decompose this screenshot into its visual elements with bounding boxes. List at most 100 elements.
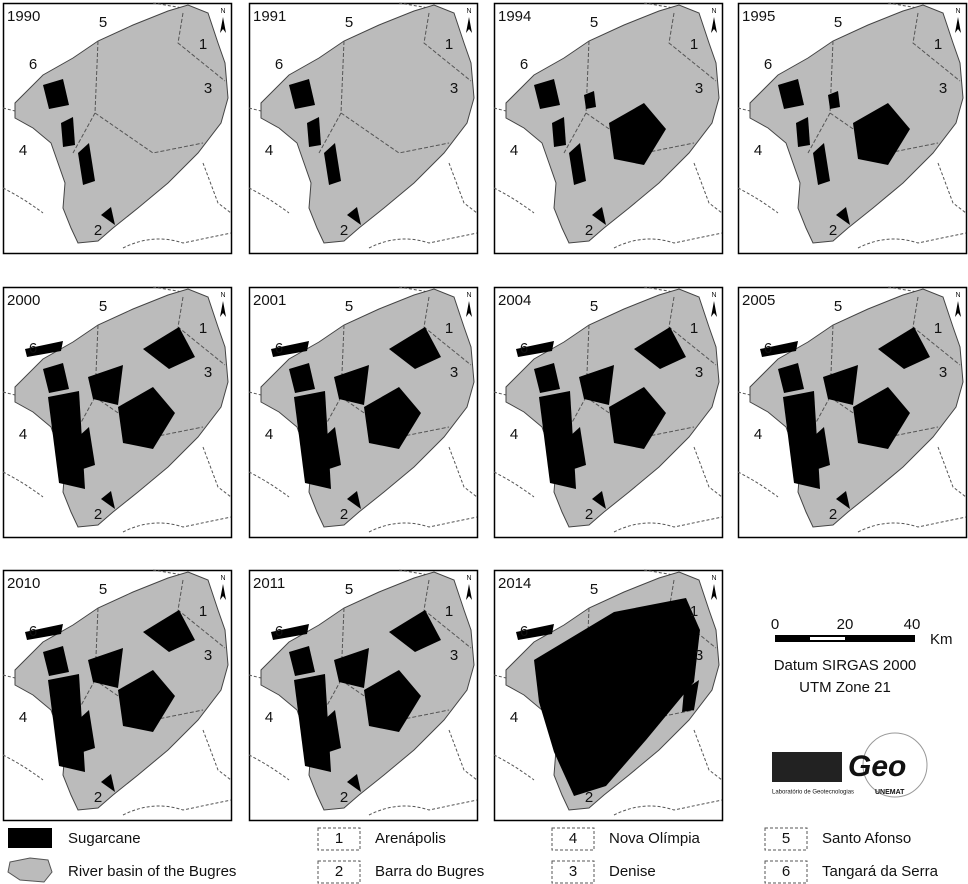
north-label: N xyxy=(711,292,716,299)
panel-year: 2005 xyxy=(742,292,775,309)
sugarcane-area xyxy=(294,391,331,489)
region-number: 5 xyxy=(345,581,353,598)
sugarcane-area xyxy=(592,491,606,509)
sugarcane-area xyxy=(516,341,554,357)
sugarcane-area xyxy=(828,91,840,109)
region-number: 2 xyxy=(585,222,593,239)
municipal-boundary xyxy=(807,12,961,154)
north-arrow xyxy=(711,17,717,33)
map-panel: 1994 N 1 2 3 4 5 6 xyxy=(493,2,724,255)
sugarcane-area xyxy=(609,387,666,449)
sugarcane-area xyxy=(823,365,858,405)
municipal-boundary xyxy=(318,12,472,154)
region-number: 4 xyxy=(510,142,518,159)
north-label: N xyxy=(711,8,716,15)
datum-text: Datum SIRGAS 2000 xyxy=(774,657,917,674)
sugarcane-area xyxy=(783,391,820,489)
region-number: 2 xyxy=(94,506,102,523)
sugarcane-area xyxy=(836,207,850,225)
map-panel: 1991 N 1 2 3 4 5 6 xyxy=(248,2,479,255)
legend-swatch xyxy=(8,828,52,848)
legend-number: 3 xyxy=(569,863,577,880)
sugarcane-area xyxy=(101,207,115,225)
north-label: N xyxy=(466,8,471,15)
region-number: 5 xyxy=(99,298,107,315)
north-arrow xyxy=(711,584,717,600)
region-number: 2 xyxy=(340,222,348,239)
sugarcane-area xyxy=(43,646,69,676)
logo-mark xyxy=(772,752,842,782)
sugarcane-area xyxy=(78,143,95,185)
municipal-boundary xyxy=(72,12,226,154)
legend-label: Tangará da Serra xyxy=(822,863,939,880)
region-number: 2 xyxy=(829,222,837,239)
sugarcane-area xyxy=(389,610,441,652)
sugarcane-area xyxy=(584,91,596,109)
north-arrow xyxy=(955,17,961,33)
logo: Geo Laboratório de Geotecnologias UNEMAT xyxy=(772,732,928,798)
sugarcane-area xyxy=(552,117,566,147)
region-number: 3 xyxy=(204,80,212,97)
sugarcane-area xyxy=(334,648,369,688)
sugarcane-area xyxy=(143,610,195,652)
sugarcane-area xyxy=(778,363,804,393)
panel-year: 2010 xyxy=(7,575,40,592)
legend-box xyxy=(317,827,361,851)
panel-year: 1995 xyxy=(742,8,775,25)
sugarcane-area xyxy=(347,774,361,792)
region-number: 1 xyxy=(445,36,453,53)
sugarcane-area xyxy=(682,680,699,712)
legend-box xyxy=(317,860,361,884)
sugarcane-area xyxy=(43,363,69,393)
legend-box xyxy=(551,860,595,884)
north-label: N xyxy=(711,575,716,582)
legend-label: Nova Olímpia xyxy=(609,830,701,847)
region-number: 4 xyxy=(510,709,518,726)
municipal-boundary xyxy=(563,12,717,154)
sugarcane-area xyxy=(294,674,331,772)
region-number: 2 xyxy=(585,506,593,523)
sugarcane-area xyxy=(534,598,700,796)
sugarcane-area xyxy=(48,674,85,772)
region-number: 5 xyxy=(99,581,107,598)
north-label: N xyxy=(220,8,225,15)
region-number: 1 xyxy=(199,36,207,53)
region-number: 5 xyxy=(590,298,598,315)
sugarcane-area xyxy=(609,103,666,165)
map-panel: 2001 N 1 2 3 4 5 6 xyxy=(248,286,479,539)
sugarcane-area xyxy=(101,774,115,792)
north-arrow xyxy=(220,301,226,317)
sugarcane-area xyxy=(534,79,560,109)
region-number: 3 xyxy=(939,364,947,381)
sugarcane-area xyxy=(143,327,195,369)
panel-year: 2004 xyxy=(498,292,531,309)
region-number: 1 xyxy=(445,603,453,620)
north-arrow xyxy=(466,17,472,33)
sugarcane-area xyxy=(634,327,686,369)
north-label: N xyxy=(220,292,225,299)
region-number: 3 xyxy=(695,364,703,381)
legend-swatch xyxy=(7,857,53,883)
panel-year: 1994 xyxy=(498,8,531,25)
region-number: 3 xyxy=(450,647,458,664)
sugarcane-area xyxy=(118,670,175,732)
sugarcane-area xyxy=(836,491,850,509)
sugarcane-area xyxy=(271,341,309,357)
region-number: 1 xyxy=(199,320,207,337)
logo-org: UNEMAT xyxy=(875,789,905,796)
north-arrow xyxy=(466,584,472,600)
region-number: 6 xyxy=(29,623,37,640)
legend-box xyxy=(764,827,808,851)
panel-year: 2000 xyxy=(7,292,40,309)
region-number: 3 xyxy=(204,364,212,381)
region-number: 4 xyxy=(19,426,27,443)
panel-year: 2001 xyxy=(253,292,286,309)
region-number: 6 xyxy=(275,56,283,73)
sugarcane-area xyxy=(347,207,361,225)
region-number: 6 xyxy=(275,340,283,357)
panel-year: 2014 xyxy=(498,575,531,592)
region-number: 4 xyxy=(265,426,273,443)
scale-label: 0 xyxy=(771,616,779,633)
region-number: 4 xyxy=(19,142,27,159)
sugarcane-area xyxy=(579,365,614,405)
